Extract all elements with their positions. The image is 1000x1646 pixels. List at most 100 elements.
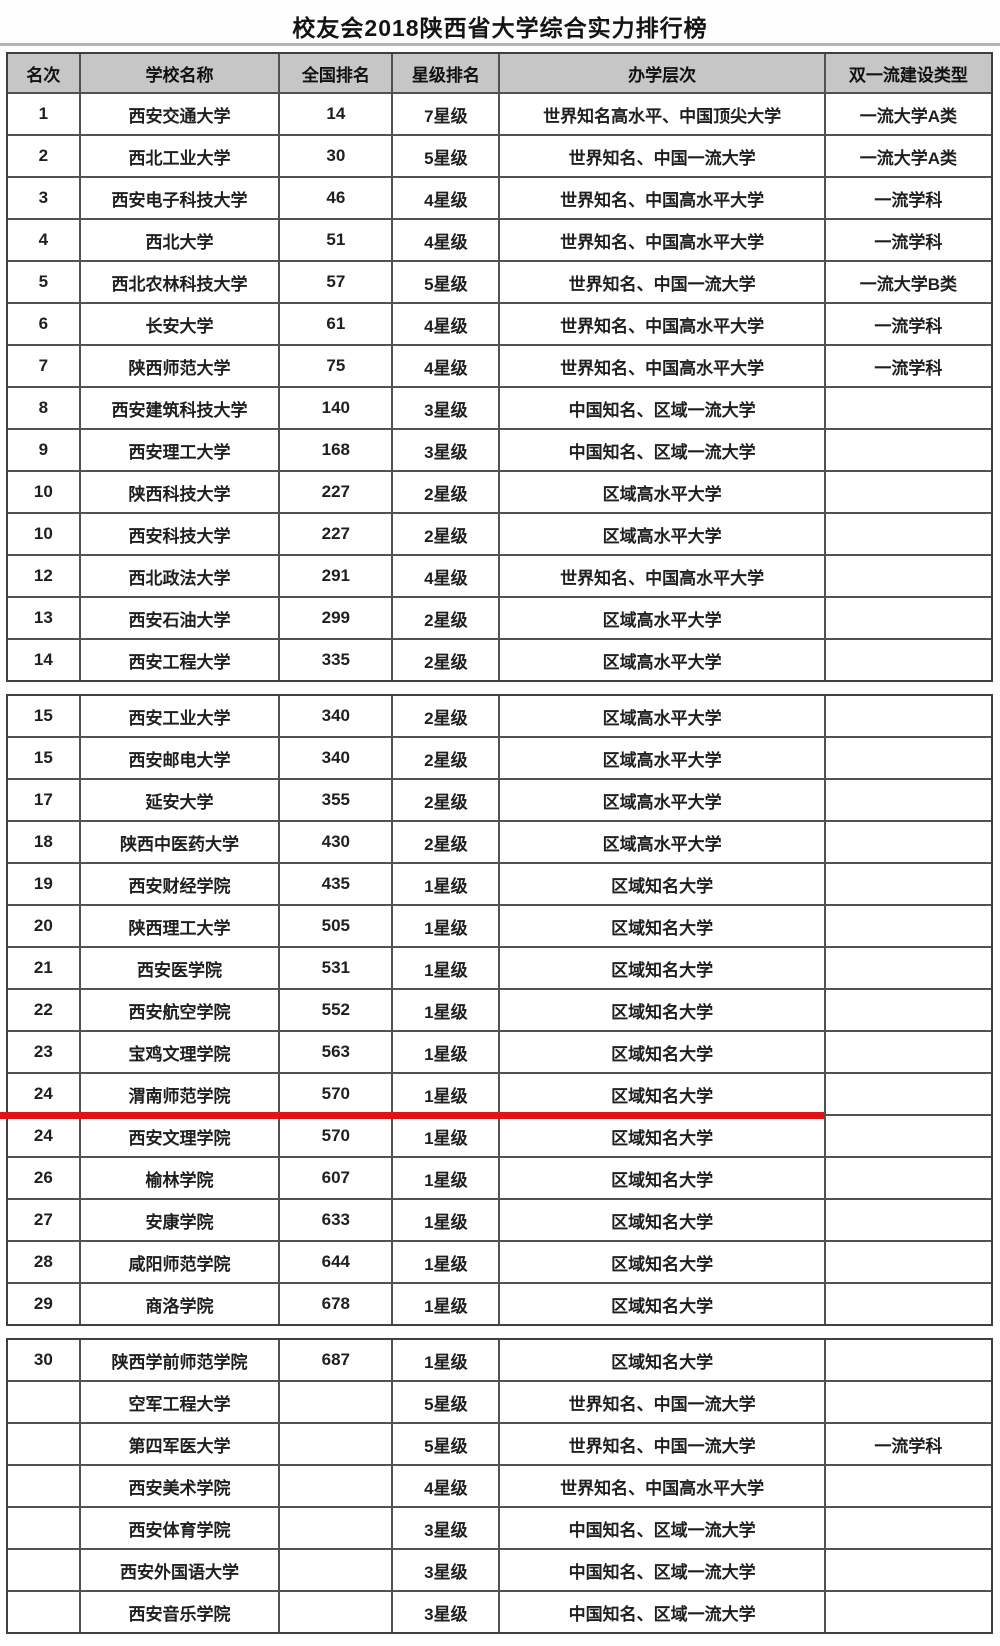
table-row: 10 西安科技大学 227 2星级 区域高水平大学 [8, 512, 991, 554]
rank-cell [8, 1508, 79, 1548]
double_first_class-cell: 一流学科 [823, 1424, 991, 1464]
star_rating-cell: 4星级 [391, 346, 498, 386]
double_first_class-cell [823, 556, 991, 596]
header-cell-star_rating: 星级排名 [391, 54, 498, 92]
national_rank-cell: 435 [278, 864, 391, 904]
level-cell: 中国知名、区域一流大学 [498, 1592, 823, 1632]
level-cell: 区域高水平大学 [498, 780, 823, 820]
level-cell: 区域知名大学 [498, 1284, 823, 1324]
star_rating-cell: 5星级 [391, 1424, 498, 1464]
table-row: 6 长安大学 61 4星级 世界知名、中国高水平大学 一流学科 [8, 302, 991, 344]
national_rank-cell: 678 [278, 1284, 391, 1324]
star_rating-cell: 2星级 [391, 472, 498, 512]
double_first_class-cell [823, 948, 991, 988]
level-cell: 世界知名、中国一流大学 [498, 262, 823, 302]
double_first_class-cell [823, 1508, 991, 1548]
table-row: 西安体育学院 3星级 中国知名、区域一流大学 [8, 1506, 991, 1548]
table-row: 30 陕西学前师范学院 687 1星级 区域知名大学 [8, 1340, 991, 1380]
rank-cell: 21 [33, 958, 53, 977]
star_rating-cell: 5星级 [391, 1382, 498, 1422]
table-row: 10 陕西科技大学 227 2星级 区域高水平大学 [8, 470, 991, 512]
table-row: 2 西北工业大学 30 5星级 世界知名、中国一流大学 一流大学A类 [8, 134, 991, 176]
school-cell: 宝鸡文理学院 [78, 1032, 279, 1072]
national_rank-cell [278, 1550, 391, 1590]
school-cell: 西安文理学院 [78, 1116, 279, 1156]
page-title: 校友会2018陕西省大学综合实力排行榜 [292, 15, 708, 41]
national_rank-cell: 14 [278, 94, 391, 134]
school-cell: 西安体育学院 [78, 1508, 279, 1548]
national_rank-cell: 291 [278, 556, 391, 596]
ranking-table: 名次 学校名称 全国排名 星级排名 办学层次 双一流建设类型 1 西安交通大学 14 7星级 世界知… [0, 46, 1000, 1634]
school-cell: 陕西学前师范学院 [78, 1340, 279, 1380]
school-cell: 安康学院 [78, 1200, 279, 1240]
national_rank-cell: 607 [278, 1158, 391, 1198]
level-cell: 世界知名高水平、中国顶尖大学 [498, 94, 823, 134]
table-row: 8 西安建筑科技大学 140 3星级 中国知名、区域一流大学 [8, 386, 991, 428]
national_rank-cell: 227 [278, 514, 391, 554]
table-row: 14 西安工程大学 335 2星级 区域高水平大学 [8, 638, 991, 680]
level-cell: 区域知名大学 [498, 1116, 823, 1156]
star_rating-cell: 2星级 [391, 738, 498, 778]
rank-cell [8, 1550, 79, 1590]
table-row: 空军工程大学 5星级 世界知名、中国一流大学 [8, 1380, 991, 1422]
rank-cell: 23 [33, 1042, 53, 1061]
table-row: 15 西安邮电大学 340 2星级 区域高水平大学 [8, 736, 991, 778]
rank-cell: 22 [33, 1000, 53, 1019]
table-row: 7 陕西师范大学 75 4星级 世界知名、中国高水平大学 一流学科 [8, 344, 991, 386]
rank-cell: 13 [33, 608, 53, 627]
rank-cell: 27 [33, 1210, 53, 1229]
star_rating-cell: 4星级 [391, 556, 498, 596]
national_rank-cell: 227 [278, 472, 391, 512]
table-row: 17 延安大学 355 2星级 区域高水平大学 [8, 778, 991, 820]
highlight-underline [0, 1112, 824, 1119]
school-cell: 西安科技大学 [78, 514, 279, 554]
national_rank-cell: 168 [278, 430, 391, 470]
national_rank-cell: 299 [278, 598, 391, 638]
rank-cell: 18 [33, 832, 53, 851]
rank-cell: 15 [33, 706, 53, 725]
star_rating-cell: 2星级 [391, 514, 498, 554]
level-cell: 中国知名、区域一流大学 [498, 1508, 823, 1548]
rank-cell: 14 [33, 650, 53, 669]
star_rating-cell: 3星级 [391, 388, 498, 428]
header-cell-school: 学校名称 [78, 54, 279, 92]
school-cell: 西北政法大学 [78, 556, 279, 596]
star_rating-cell: 1星级 [391, 1116, 498, 1156]
school-cell: 西安理工大学 [78, 430, 279, 470]
rank-cell: 30 [33, 1350, 53, 1369]
level-cell: 区域高水平大学 [498, 640, 823, 680]
school-cell: 西安音乐学院 [78, 1592, 279, 1632]
level-cell: 区域知名大学 [498, 906, 823, 946]
double_first_class-cell [823, 1032, 991, 1072]
national_rank-cell: 687 [278, 1340, 391, 1380]
school-cell: 西安工业大学 [78, 696, 279, 736]
national_rank-cell: 140 [278, 388, 391, 428]
level-cell: 世界知名、中国一流大学 [498, 136, 823, 176]
star_rating-cell: 4星级 [391, 220, 498, 260]
level-cell: 中国知名、区域一流大学 [498, 430, 823, 470]
rank-cell: 10 [33, 482, 53, 501]
table-row: 第四军医大学 5星级 世界知名、中国一流大学 一流学科 [8, 1422, 991, 1464]
table-row: 22 西安航空学院 552 1星级 区域知名大学 [8, 988, 991, 1030]
national_rank-cell: 30 [278, 136, 391, 176]
level-cell: 区域知名大学 [498, 990, 823, 1030]
national_rank-cell [278, 1592, 391, 1632]
table-row: 4 西北大学 51 4星级 世界知名、中国高水平大学 一流学科 [8, 218, 991, 260]
level-cell: 区域高水平大学 [498, 598, 823, 638]
school-cell: 西北大学 [78, 220, 279, 260]
level-cell: 区域高水平大学 [498, 738, 823, 778]
table-section: 15 西安工业大学 340 2星级 区域高水平大学 15 西安邮电大学 340 2星级 区域高水平… [0, 694, 993, 1326]
rank-cell: 29 [33, 1294, 53, 1313]
level-cell: 区域知名大学 [498, 864, 823, 904]
school-cell: 陕西科技大学 [78, 472, 279, 512]
rank-cell: 9 [38, 440, 49, 459]
national_rank-cell: 644 [278, 1242, 391, 1282]
star_rating-cell: 2星级 [391, 822, 498, 862]
level-cell: 区域高水平大学 [498, 514, 823, 554]
header-cell-double_first_class: 双一流建设类型 [823, 54, 991, 92]
national_rank-cell: 340 [278, 696, 391, 736]
header-cell-rank: 名次 [26, 65, 61, 85]
double_first_class-cell [823, 780, 991, 820]
table-row: 23 宝鸡文理学院 563 1星级 区域知名大学 [8, 1030, 991, 1072]
rank-cell: 26 [33, 1168, 53, 1187]
